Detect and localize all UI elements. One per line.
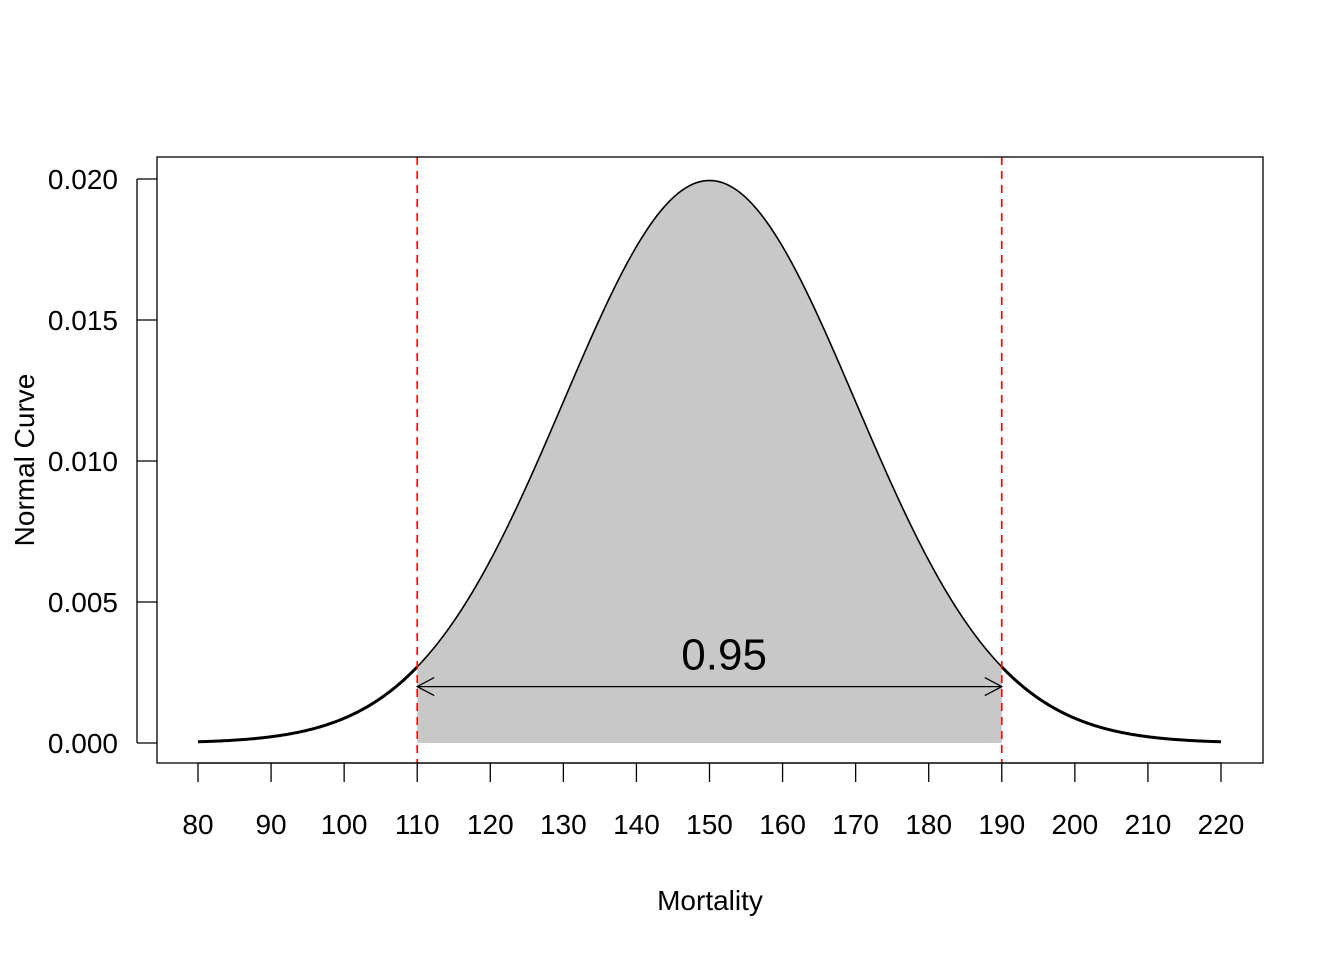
x-tick-label: 180 [905,809,952,840]
y-axis: 0.000 0.005 0.010 0.015 0.020 [48,164,157,759]
curve-left-tail [197,665,419,744]
y-tick-label: 0.010 [48,446,118,477]
x-tick-label: 170 [832,809,879,840]
y-tick-label: 0.020 [48,164,118,195]
x-tick-label: 220 [1198,809,1245,840]
curve-right-tail [1000,665,1222,744]
x-tick-label: 150 [686,809,733,840]
annotation-layer: 0.95 [415,631,1004,697]
x-tick-label: 120 [467,809,514,840]
x-tick-label: 100 [321,809,368,840]
reference-lines-layer [416,157,1003,763]
x-tick-label: 80 [182,809,213,840]
y-tick-label: 0.015 [48,305,118,336]
x-axis: 80 90 100 110 120 130 140 150 160 170 180 190 200 210… [182,762,1245,840]
x-tick-label: 160 [759,809,806,840]
x-tick-label: 190 [978,809,1025,840]
x-tick-label: 110 [395,809,440,840]
arrow-head-right [984,677,1004,697]
x-axis-label: Mortality [657,885,763,916]
x-tick-label: 200 [1051,809,1098,840]
x-tick-label: 140 [613,809,660,840]
probability-label: 0.95 [681,631,767,680]
y-axis-label: Normal Curve [9,374,40,547]
shaded-area-layer [417,180,1002,744]
y-tick-label: 0.000 [48,728,118,759]
shaded-region [417,180,1002,744]
arrow-head-left [415,677,435,697]
curve-layer [197,179,1222,744]
y-tick-label: 0.005 [48,587,118,618]
x-tick-label: 210 [1125,809,1172,840]
x-tick-label: 130 [540,809,587,840]
x-tick-label: 90 [255,809,286,840]
curve-center [416,179,1003,668]
